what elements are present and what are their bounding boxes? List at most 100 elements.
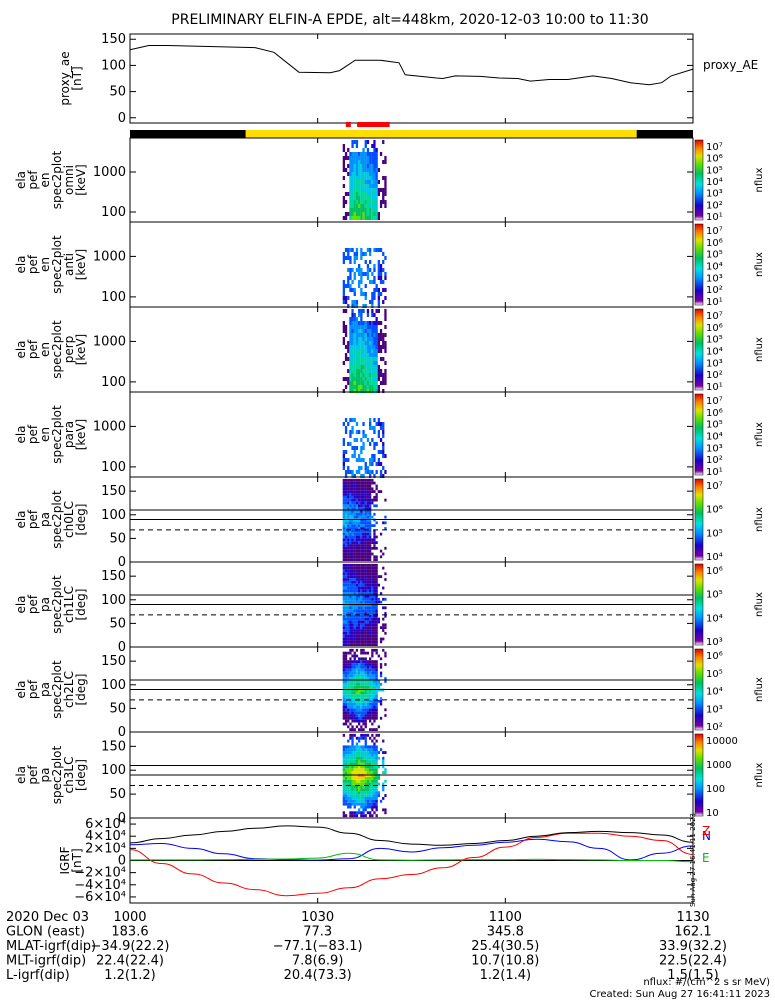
pa-ch1-cell [347, 597, 350, 601]
spec-omni-cell [375, 192, 378, 196]
pa-ch2-cell [353, 651, 356, 655]
pa-ch0-cell [362, 484, 365, 488]
pa-ch0-cell [373, 546, 376, 550]
spec-perp-cell [355, 321, 359, 325]
spec-omni-cell [366, 172, 370, 176]
pa-ch3-cell [360, 756, 363, 760]
spec-omni-cell [362, 188, 365, 192]
pa-ch1-cell [344, 586, 348, 590]
pa-ch0-cell [358, 493, 361, 496]
ephem-value: 77.3 [303, 925, 332, 940]
pa-ch2-cell [358, 680, 361, 683]
igrf-ytick-label: 4×10⁴ [85, 829, 126, 844]
pa-ch3-cell [373, 748, 376, 752]
pa-ch2-cell [373, 668, 376, 672]
pa-ch0-cell [347, 490, 350, 493]
spec-anti-cell [347, 276, 350, 280]
spec-para-cell [355, 430, 359, 434]
pa-ch1-cell [355, 592, 359, 595]
spec-para-cell [371, 462, 374, 466]
spec-perp-cell [373, 361, 376, 365]
pa-ch1-cell [347, 609, 350, 612]
pa-ch1-cell [360, 623, 363, 627]
pa-ch3-cell [379, 748, 383, 752]
pa-ch1-cell [382, 566, 385, 570]
pa-ch2-cell [347, 699, 350, 703]
pa-ch2-cell [360, 665, 363, 669]
spec-perp-cell [351, 317, 354, 321]
pa-ch3-cell [353, 802, 356, 806]
spec-omni-cell [371, 216, 374, 220]
pa-ch2-cell [355, 694, 359, 697]
ephem-value: 183.6 [111, 925, 148, 940]
pa-ch3-cell [347, 779, 350, 783]
spec-omni-cell [375, 156, 378, 160]
pa-ch1-cell [371, 569, 374, 573]
pa-ch1-cell [358, 566, 361, 570]
spec-perp-cell [371, 329, 374, 333]
spec-anti-ylabel-line: en [38, 257, 52, 272]
pa-ch0-cell [362, 512, 365, 516]
spec-omni-cell [342, 156, 345, 160]
pa-ch3-cell [347, 799, 350, 803]
pa-ch0-cell [366, 501, 370, 505]
pa-ch1-cell [369, 580, 372, 584]
spec-anti-colorbar-tick: 10⁴ [706, 262, 723, 273]
proxy-ae-ylabel: proxy_ae[nT] [58, 51, 84, 105]
spec-perp-cell [355, 325, 359, 329]
pa-ch2-cell [375, 682, 378, 686]
pa-ch1-cell [360, 583, 363, 587]
pa-ch0-cell [362, 524, 365, 527]
spec-omni-cell [355, 196, 359, 200]
pa-ch0-cell [344, 498, 348, 502]
pa-ch2-cell [360, 677, 363, 680]
pa-ch1-cell [360, 629, 363, 632]
pa-ch3-cell [349, 756, 352, 760]
spec-para-cell [351, 470, 354, 474]
pa-ch2-cell [366, 702, 370, 706]
pa-ch0-cell [355, 481, 359, 485]
pa-ch3-cell [349, 797, 352, 800]
spec-perp-cell [358, 349, 361, 353]
spec-perp-cell [375, 337, 378, 341]
spec-omni-cell [382, 140, 385, 144]
pa-ch3-cell [373, 754, 376, 757]
spec-omni-cell [366, 180, 370, 184]
pa-ch2-cell [371, 722, 374, 726]
spec-anti-cell [355, 248, 359, 252]
pa-ch0-cell [375, 521, 378, 525]
pa-ch1-cell [349, 629, 352, 632]
pa-ch2-cell [360, 728, 363, 731]
pa-ch0-colorbar [694, 478, 704, 561]
spec-omni-cell [369, 192, 372, 196]
pa-ch1-cell [355, 606, 359, 610]
pa-ch0-cell [379, 555, 383, 559]
pa-ch1-cell [351, 572, 354, 576]
spec-perp-cell [375, 317, 378, 321]
pa-ch0-cell [353, 532, 356, 536]
pa-ch0-cell [353, 493, 356, 496]
pa-ch2-cell [342, 694, 345, 697]
pa-ch1-cell [353, 606, 356, 610]
spec-anti-cell [358, 280, 361, 284]
pa-ch1-cell [353, 626, 356, 629]
spec-para-cell [364, 434, 367, 438]
ephem-row-label: GLON (east) [6, 925, 85, 940]
pa-ch1-cell [375, 629, 378, 632]
pa-ch3-cell [366, 765, 370, 769]
pa-ch1-cell [342, 569, 345, 573]
spec-perp-cell [353, 373, 356, 377]
pa-ch1-cell [364, 580, 367, 584]
pa-ch0-cell [364, 546, 367, 550]
spec-perp-cell [379, 333, 383, 337]
pa-ch1-cell [362, 589, 365, 593]
pa-ch2-cell [369, 685, 372, 689]
spec-omni-cell [369, 196, 372, 200]
pa-ch3-cell [371, 754, 374, 757]
pa-ch3-cell [347, 762, 350, 766]
pa-ch3-cell [360, 799, 363, 803]
pa-ch1-cell [360, 637, 363, 641]
pa-ch3-cell [364, 748, 367, 752]
pa-ch1-cell [369, 629, 372, 632]
